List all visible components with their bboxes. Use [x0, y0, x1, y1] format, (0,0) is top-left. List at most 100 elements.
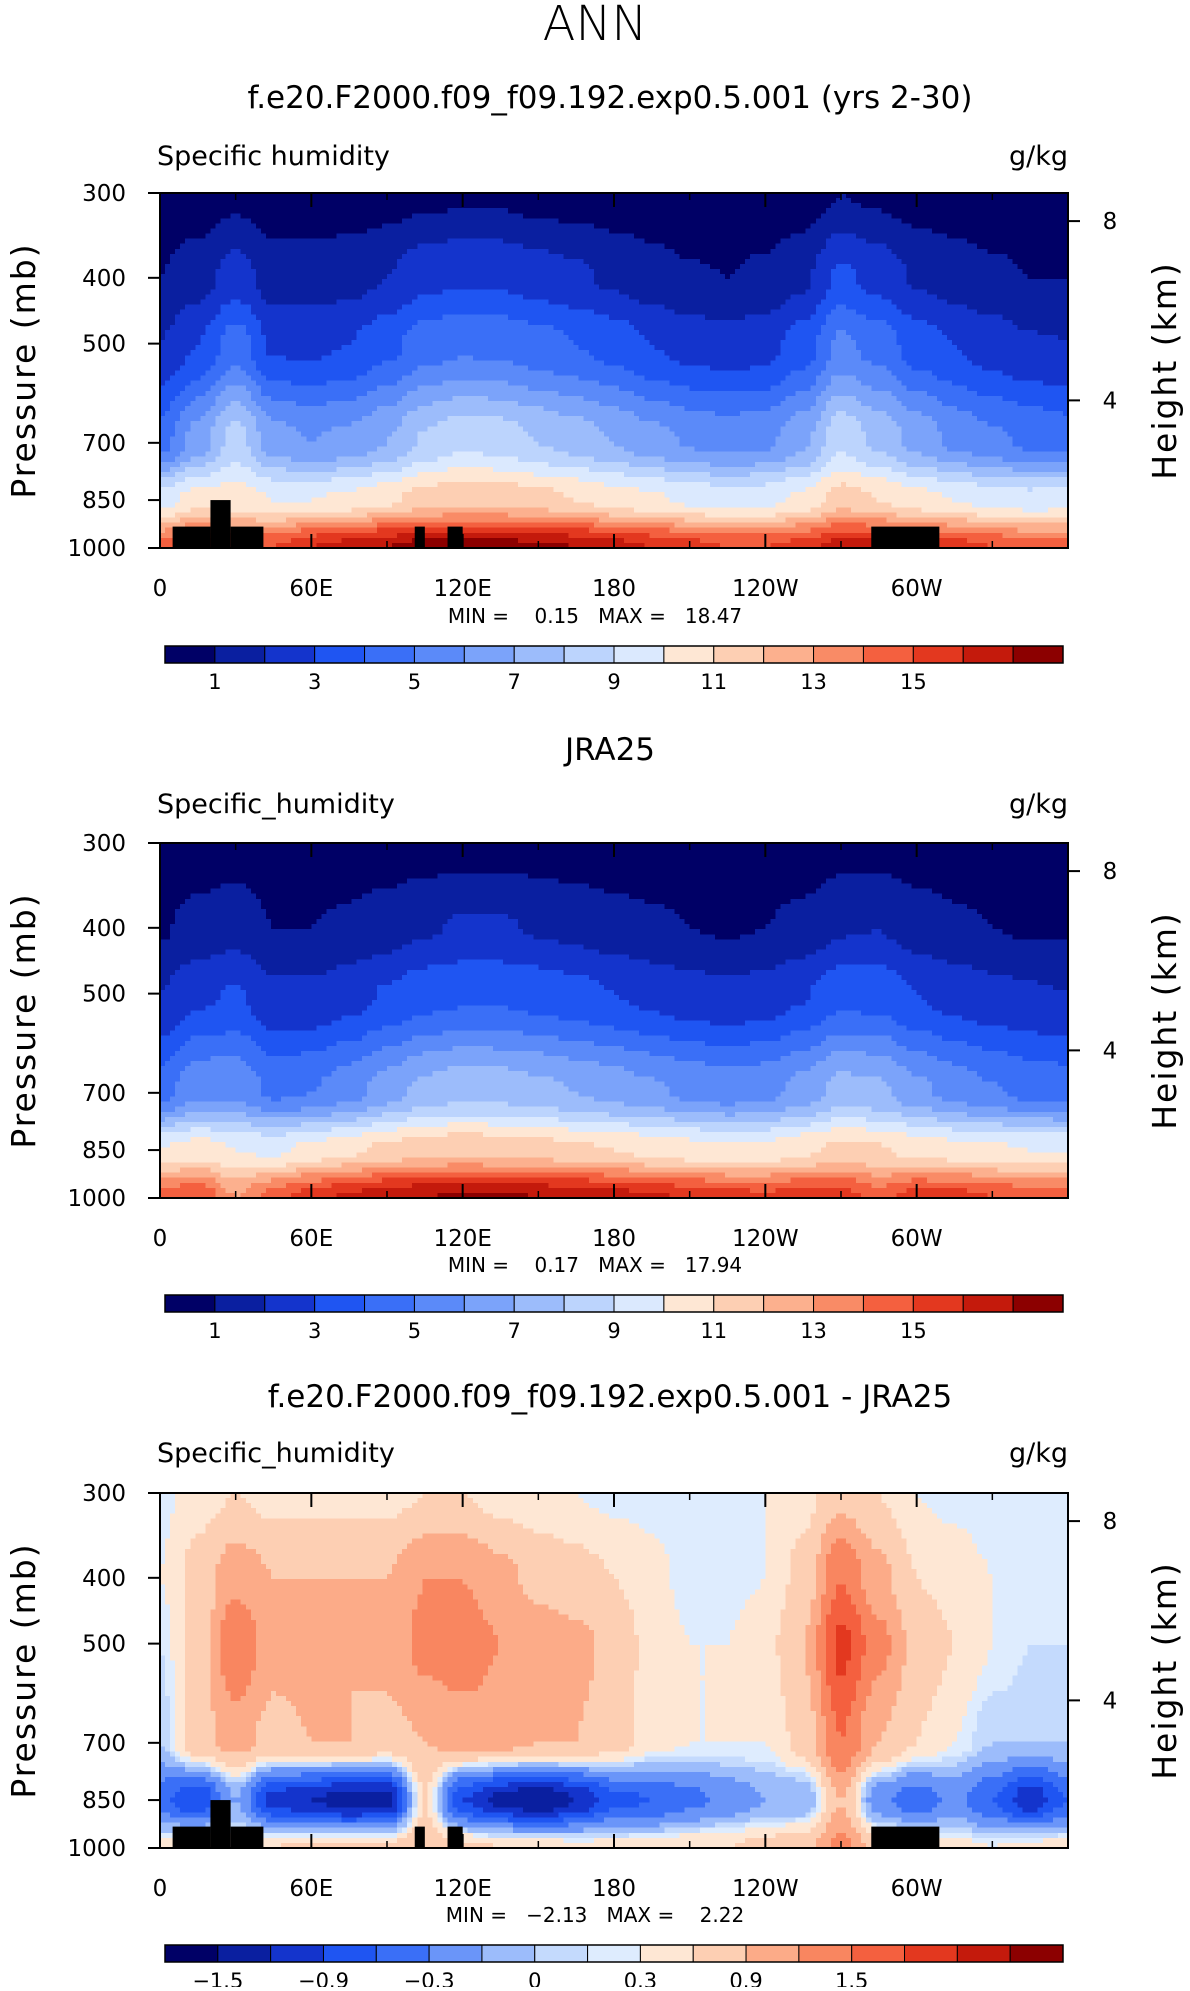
panel-2-variable-label: Specific_humidity — [157, 789, 395, 820]
panel-2-colorbar-label: 11 — [700, 1319, 727, 1343]
panel-3-y2-axis-label: Height (km) — [1145, 1561, 1184, 1780]
panel-3-colorbar-box — [270, 1944, 324, 1963]
panel-1-colorbar-box — [463, 645, 515, 664]
panel-3-colorbar-box — [745, 1944, 800, 1963]
panel-3-colorbar-box — [534, 1944, 589, 1963]
panel-3-y-tick-label: 400 — [82, 1566, 126, 1592]
panel-1-colorbar: 1 3 5 7 9 11 13 15 — [164, 645, 1064, 694]
panel-2-colorbar-label: 15 — [900, 1319, 927, 1343]
panel-3-colorbar-label: −1.5 — [192, 1969, 243, 1987]
panel-1-units: g/kg — [1009, 141, 1068, 172]
panel-2-y-axis-label: Pressure (mb) — [4, 892, 43, 1148]
panel-1-colorbar-box — [164, 645, 216, 664]
panel-2-colorbar-box — [912, 1294, 964, 1313]
panel-3-height-tick-label: 4 — [1103, 1688, 1118, 1714]
panel-2-x-tick-label: 120E — [433, 1226, 491, 1252]
panel-2-y2-axis-label: Height (km) — [1145, 911, 1184, 1130]
panel-2-colorbar-box — [513, 1294, 565, 1313]
panel-2-colorbar-box — [613, 1294, 665, 1313]
panel-3-colorbar-label: −0.3 — [404, 1969, 455, 1987]
panel-1-colorbar-box — [214, 645, 266, 664]
panel-2-colorbar-box — [663, 1294, 715, 1313]
panel-2-x-tick-label: 60E — [289, 1226, 333, 1252]
panel-1-colorbar-box — [663, 645, 715, 664]
panel-1-colorbar-box — [713, 645, 765, 664]
panel-2-height-tick-label: 8 — [1103, 859, 1118, 885]
panel-2-field — [160, 843, 1069, 1199]
panel-2-colorbar-box — [314, 1294, 366, 1313]
panel-1-colorbar-box — [962, 645, 1014, 664]
panel-1-colorbar-box — [563, 645, 615, 664]
panel-3-topography-block — [414, 1826, 425, 1848]
panel-3-plot: 0 60E 120E 180 120W 60W 300 400 500 700 850 1000 8 4 P… — [4, 1481, 1184, 1902]
panel-2-y-tick-label: 1000 — [67, 1186, 126, 1212]
panel-1-y-tick-label: 300 — [82, 181, 126, 207]
panel-1-colorbar-box — [513, 645, 565, 664]
panel-2-y-tick-label: 850 — [82, 1138, 126, 1164]
panel-2-x-tick-label: 60W — [891, 1226, 943, 1252]
panel-2-colorbar-label: 13 — [800, 1319, 827, 1343]
panel-3-colorbar-label: −0.9 — [298, 1969, 349, 1987]
panel-1-topography-block — [414, 526, 425, 548]
panel-1-colorbar-box — [413, 645, 465, 664]
panel-3-colorbar-box — [322, 1944, 377, 1963]
panel-3-x-tick-label: 120W — [732, 1876, 799, 1902]
panel-1-colorbar-label: 7 — [508, 670, 521, 694]
panel-1-stats: MIN = 0.15 MAX = 18.47 — [448, 604, 742, 628]
panel-3-colorbar-label: 0 — [528, 1969, 541, 1987]
panel-3-colorbar-box — [481, 1944, 536, 1963]
panel-2-colorbar-box — [713, 1294, 765, 1313]
panel-3-x-tick-label: 60W — [891, 1876, 943, 1902]
panel-3-y-tick-label: 850 — [82, 1788, 126, 1814]
panel-2-colorbar-label: 7 — [508, 1319, 521, 1343]
panel-2-colorbar-box — [364, 1294, 415, 1313]
panel-1-colorbar-box — [364, 645, 415, 664]
panel-2-y-tick-label: 400 — [82, 916, 126, 942]
panel-3-colorbar-label: 1.5 — [835, 1969, 868, 1987]
panel-1-plot: 0 60E 120E 180 120W 60W 300 400 500 700 850 1000 8 4 P… — [4, 181, 1184, 602]
panel-1-colorbar-box — [862, 645, 914, 664]
panel-1-colorbar-label: 5 — [408, 670, 421, 694]
panel-3-colorbar-box — [956, 1944, 1011, 1963]
panel-3-colorbar-box — [904, 1944, 958, 1963]
panel-1-colorbar-box — [613, 645, 665, 664]
panel-2: JRA25 Specific_humidity g/kg 0 60E 120E 180… — [4, 732, 1184, 1343]
panel-2-y-tick-label: 300 — [82, 831, 126, 857]
panel-1-colorbar-label: 1 — [208, 670, 221, 694]
panel-3-colorbar-label: 0.9 — [729, 1969, 762, 1987]
panel-2-colorbar-box — [813, 1294, 864, 1313]
panel-1-y-axis-label: Pressure (mb) — [4, 242, 43, 498]
panel-3-topography-block — [871, 1826, 940, 1848]
panel-3-x-tick-label: 120E — [433, 1876, 491, 1902]
panel-1-topography-block — [871, 526, 940, 548]
panel-3: f.e20.F2000.f09_f09.192.exp0.5.001 - JRA… — [4, 1379, 1184, 1991]
panel-1-topography-block — [172, 526, 211, 548]
panel-3-topography-block — [210, 1800, 231, 1848]
panel-2-colorbar-box — [413, 1294, 465, 1313]
panel-3-colorbar-box — [798, 1944, 853, 1963]
panel-2-colorbar-box — [264, 1294, 316, 1313]
panel-3-title: f.e20.F2000.f09_f09.192.exp0.5.001 - JRA… — [268, 1379, 952, 1415]
panel-2-colorbar-box — [563, 1294, 615, 1313]
panel-2-x-tick-label: 120W — [732, 1226, 799, 1252]
panel-2-colorbar-box — [862, 1294, 914, 1313]
panel-1-x-tick-label: 0 — [153, 576, 168, 602]
panel-1-colorbar-box — [813, 645, 864, 664]
panel-1-colorbar-box — [314, 645, 366, 664]
panel-3-x-tick-label: 0 — [153, 1876, 168, 1902]
panel-3-colorbar-box — [587, 1944, 641, 1963]
panel-1-colorbar-box — [763, 645, 815, 664]
panel-1-x-tick-label: 60W — [891, 576, 943, 602]
panel-3-colorbar-box — [164, 1944, 219, 1963]
panel-2-x-tick-label: 0 — [153, 1226, 168, 1252]
panel-1: f.e20.F2000.f09_f09.192.exp0.5.001 (yrs … — [4, 80, 1184, 694]
panel-3-y-tick-label: 1000 — [67, 1836, 126, 1862]
panel-3-x-tick-label: 60E — [289, 1876, 333, 1902]
panel-3-colorbar-box — [692, 1944, 747, 1963]
panel-1-variable-label: Specific humidity — [157, 141, 390, 172]
panel-2-height-tick-label: 4 — [1103, 1038, 1118, 1064]
panel-1-colorbar-box — [1012, 645, 1064, 664]
panel-1-colorbar-label: 9 — [607, 670, 620, 694]
panel-3-colorbar-box — [428, 1944, 483, 1963]
panel-3-topography-block — [447, 1826, 463, 1848]
